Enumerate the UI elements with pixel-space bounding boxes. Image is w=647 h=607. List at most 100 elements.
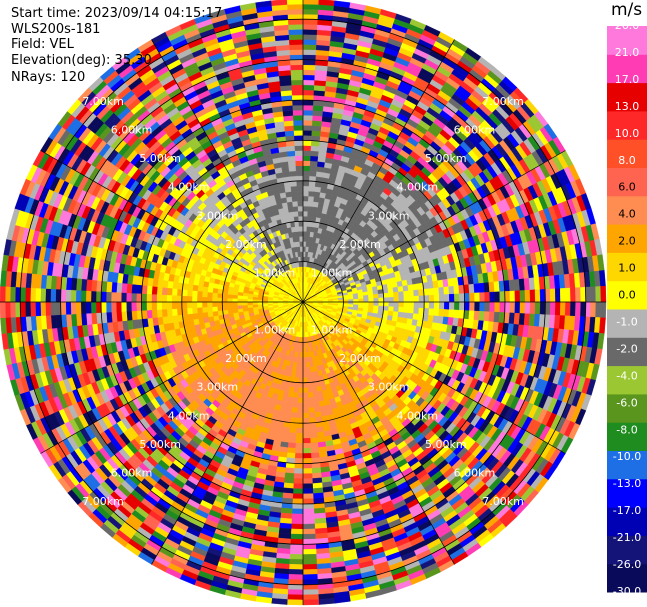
- range-gate-cell: [308, 407, 315, 414]
- range-gate-cell: [544, 301, 551, 316]
- range-gate-cell: [297, 387, 304, 394]
- range-gate-cell: [302, 150, 312, 157]
- range-gate-cell: [289, 427, 297, 434]
- range-gate-cell: [287, 437, 297, 444]
- range-gate-cell: [302, 367, 307, 373]
- range-gate-cell: [293, 468, 304, 474]
- range-gate-cell: [310, 442, 319, 449]
- range-gate-cell: [575, 301, 582, 317]
- range-gate-cell: [288, 563, 304, 570]
- range-gate-cell: [302, 54, 317, 61]
- range-gate-cell: [318, 598, 335, 605]
- range-gate-cell: [305, 356, 310, 363]
- range-gate-cell: [308, 185, 316, 192]
- range-gate-cell: [309, 432, 318, 439]
- range-gate-cell: [468, 283, 475, 294]
- range-gate-cell: [302, 130, 313, 136]
- range-gate-cell: [305, 346, 309, 353]
- range-gate-cell: [302, 584, 319, 591]
- range-gate-cell: [302, 594, 319, 601]
- range-gate-cell: [302, 3, 319, 10]
- range-gate-cell: [305, 351, 310, 358]
- range-gate-cell: [302, 220, 308, 227]
- range-gate-cell: [288, 574, 304, 581]
- range-gate-cell: [302, 140, 312, 146]
- range-gate-cell: [302, 579, 319, 586]
- range-gate-cell: [287, 442, 296, 449]
- range-gate-cell: [302, 241, 307, 247]
- range-gate-cell: [494, 291, 501, 303]
- range-gate-cell: [302, 205, 309, 212]
- range-gate-cell: [392, 286, 399, 293]
- range-gate-cell: [408, 301, 415, 309]
- range-gate-cell: [600, 301, 607, 319]
- range-gate-cell: [302, 165, 311, 172]
- range-gate-cell: [393, 301, 400, 308]
- range-gate-cell: [599, 317, 606, 334]
- range-gate-cell: [311, 467, 322, 474]
- range-gate-cell: [408, 290, 415, 297]
- range-gate-cell: [549, 301, 556, 316]
- range-gate-cell: [559, 301, 566, 316]
- range-gate-cell: [294, 458, 304, 464]
- range-gate-cell: [393, 306, 400, 313]
- range-gate-cell: [302, 13, 319, 20]
- range-gate-cell: [575, 287, 582, 303]
- range-gate-cell: [306, 382, 313, 388]
- range-gate-cell: [539, 301, 546, 315]
- range-gate-cell: [306, 221, 312, 227]
- range-gate-cell: [378, 293, 384, 299]
- range-gate-cell: [287, 589, 304, 596]
- range-gate-cell: [408, 295, 415, 303]
- range-gate-cell: [290, 412, 298, 419]
- range-gate-cell: [296, 407, 304, 414]
- range-gate-cell: [302, 503, 315, 510]
- range-gate-cell: [388, 292, 395, 298]
- range-gate-cell: [292, 392, 299, 399]
- range-gate-cell: [585, 286, 592, 303]
- range-gate-cell: [297, 397, 304, 404]
- range-gate-cell: [305, 362, 311, 368]
- range-gate-cell: [302, 99, 314, 106]
- range-gate-cell: [308, 195, 315, 202]
- range-gate-cell: [423, 295, 430, 303]
- range-gate-cell: [302, 463, 312, 469]
- range-gate-cell: [302, 210, 309, 217]
- range-gate-cell: [468, 310, 475, 321]
- range-gate-cell: [302, 533, 316, 540]
- range-gate-cell: [291, 407, 298, 414]
- range-gate-cell: [428, 294, 435, 303]
- range-gate-cell: [433, 294, 440, 303]
- range-gate-cell: [302, 483, 314, 490]
- range-gate-cell: [302, 397, 309, 404]
- range-gate-cell: [544, 288, 551, 303]
- range-gate-cell: [443, 286, 450, 295]
- range-gate-cell: [600, 285, 607, 303]
- range-gate-cell: [570, 287, 576, 303]
- range-gate-cell: [291, 503, 304, 510]
- range-gate-cell: [599, 270, 606, 287]
- range-gate-cell: [438, 294, 445, 303]
- range-gate-cell: [302, 528, 316, 535]
- range-gate-cell: [310, 150, 320, 157]
- range-gate-cell: [318, 0, 335, 6]
- range-gate-cell: [383, 297, 390, 303]
- range-gate-cell: [302, 79, 315, 86]
- range-gate-cell: [302, 382, 308, 389]
- range-gate-cell: [524, 289, 531, 303]
- range-gate-cell: [499, 291, 506, 303]
- range-gate-cell: [418, 289, 425, 297]
- range-gate-cell: [302, 488, 314, 495]
- range-gate-cell: [310, 145, 320, 152]
- range-gate-cell: [302, 417, 310, 424]
- range-gate-cell: [580, 286, 587, 303]
- range-gate-cell: [307, 210, 313, 217]
- range-gate-cell: [294, 447, 304, 454]
- range-gate-cell: [311, 130, 322, 137]
- range-gate-cell: [504, 301, 511, 314]
- range-gate-cell: [372, 289, 379, 295]
- range-gate-cell: [509, 301, 516, 314]
- range-gate-cell: [383, 301, 390, 307]
- range-gate-cell: [287, 579, 304, 586]
- range-gate-cell: [433, 308, 440, 317]
